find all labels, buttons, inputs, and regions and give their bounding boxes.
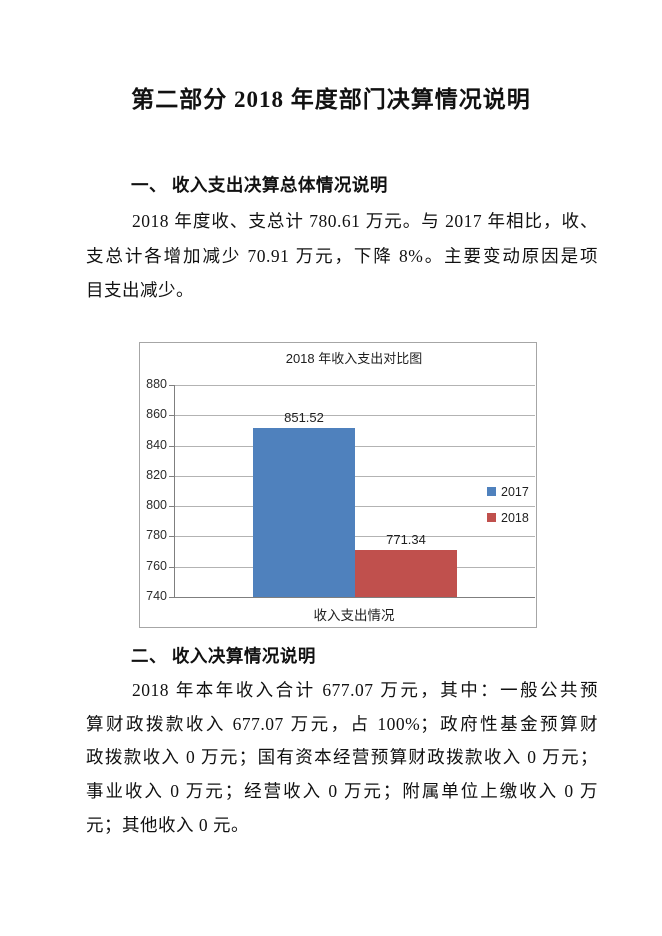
legend-swatch-2017-icon	[487, 487, 496, 496]
y-axis-tick-mark	[169, 446, 174, 447]
chart-legend: 2017 2018	[487, 483, 529, 535]
y-axis-tick-mark	[169, 506, 174, 507]
bar-2018	[355, 550, 457, 597]
chart-gridline	[175, 536, 535, 537]
section1-paragraph-line: 目支出减少。	[86, 280, 194, 300]
section1-paragraph-line: 2018 年度收、支总计 780.61 万元。与 2017 年相比，收、	[132, 211, 598, 231]
page-title: 第二部分 2018 年度部门决算情况说明	[131, 87, 531, 112]
bar-value-label-2018: 771.34	[386, 532, 426, 547]
y-axis-tick-label: 780	[146, 528, 167, 542]
legend-swatch-2018-icon	[487, 513, 496, 522]
y-axis-tick-mark	[169, 476, 174, 477]
legend-item-2017: 2017	[487, 483, 529, 500]
section2-paragraph-line: 算财政拨款收入 677.07 万元，占 100%；政府性基金预算财	[86, 714, 598, 734]
x-axis-category-label: 收入支出情况	[313, 608, 395, 623]
section2-paragraph-line: 事业收入 0 万元；经营收入 0 万元；附属单位上缴收入 0 万	[86, 781, 598, 801]
chart-gridline	[175, 446, 535, 447]
bar-2017	[253, 428, 355, 597]
section1-heading: 一、 收入支出决算总体情况说明	[131, 175, 388, 195]
y-axis-tick-mark	[169, 415, 174, 416]
y-axis-tick-label: 820	[146, 468, 167, 482]
section1-paragraph-line: 支总计各增加减少 70.91 万元，下降 8%。主要变动原因是项	[86, 246, 598, 266]
y-axis-tick-mark	[169, 597, 174, 598]
section2-heading: 二、 收入决算情况说明	[131, 646, 316, 666]
chart-gridline	[175, 476, 535, 477]
y-axis-tick-label: 860	[146, 407, 167, 421]
legend-item-2018: 2018	[487, 509, 529, 526]
chart-plot: 851.52 771.34	[174, 385, 535, 598]
chart-title: 2018 年收入支出对比图	[285, 351, 423, 366]
section2-paragraph-line: 政拨款收入 0 万元；国有资本经营预算财政拨款收入 0 万元；	[86, 747, 598, 767]
chart-gridline	[175, 385, 535, 386]
y-axis-tick-mark	[169, 567, 174, 568]
legend-label-2017: 2017	[501, 484, 529, 499]
chart-gridline	[175, 506, 535, 507]
y-axis-tick-label: 840	[146, 438, 167, 452]
bar-value-label-2017: 851.52	[284, 410, 324, 425]
legend-label-2018: 2018	[501, 510, 529, 525]
y-axis-tick-mark	[169, 536, 174, 537]
y-axis-tick-label: 740	[146, 589, 167, 603]
y-axis-tick-mark	[169, 385, 174, 386]
y-axis-tick-label: 880	[146, 377, 167, 391]
section2-paragraph-line: 2018 年本年收入合计 677.07 万元，其中：一般公共预	[132, 680, 598, 700]
y-axis-tick-label: 760	[146, 559, 167, 573]
chart-gridline	[175, 415, 535, 416]
y-axis-tick-label: 800	[146, 498, 167, 512]
section2-paragraph-line: 元；其他收入 0 元。	[86, 815, 249, 835]
income-expense-chart: 2018 年收入支出对比图 851.52 771.34 2017 2018 收入支…	[139, 342, 537, 628]
